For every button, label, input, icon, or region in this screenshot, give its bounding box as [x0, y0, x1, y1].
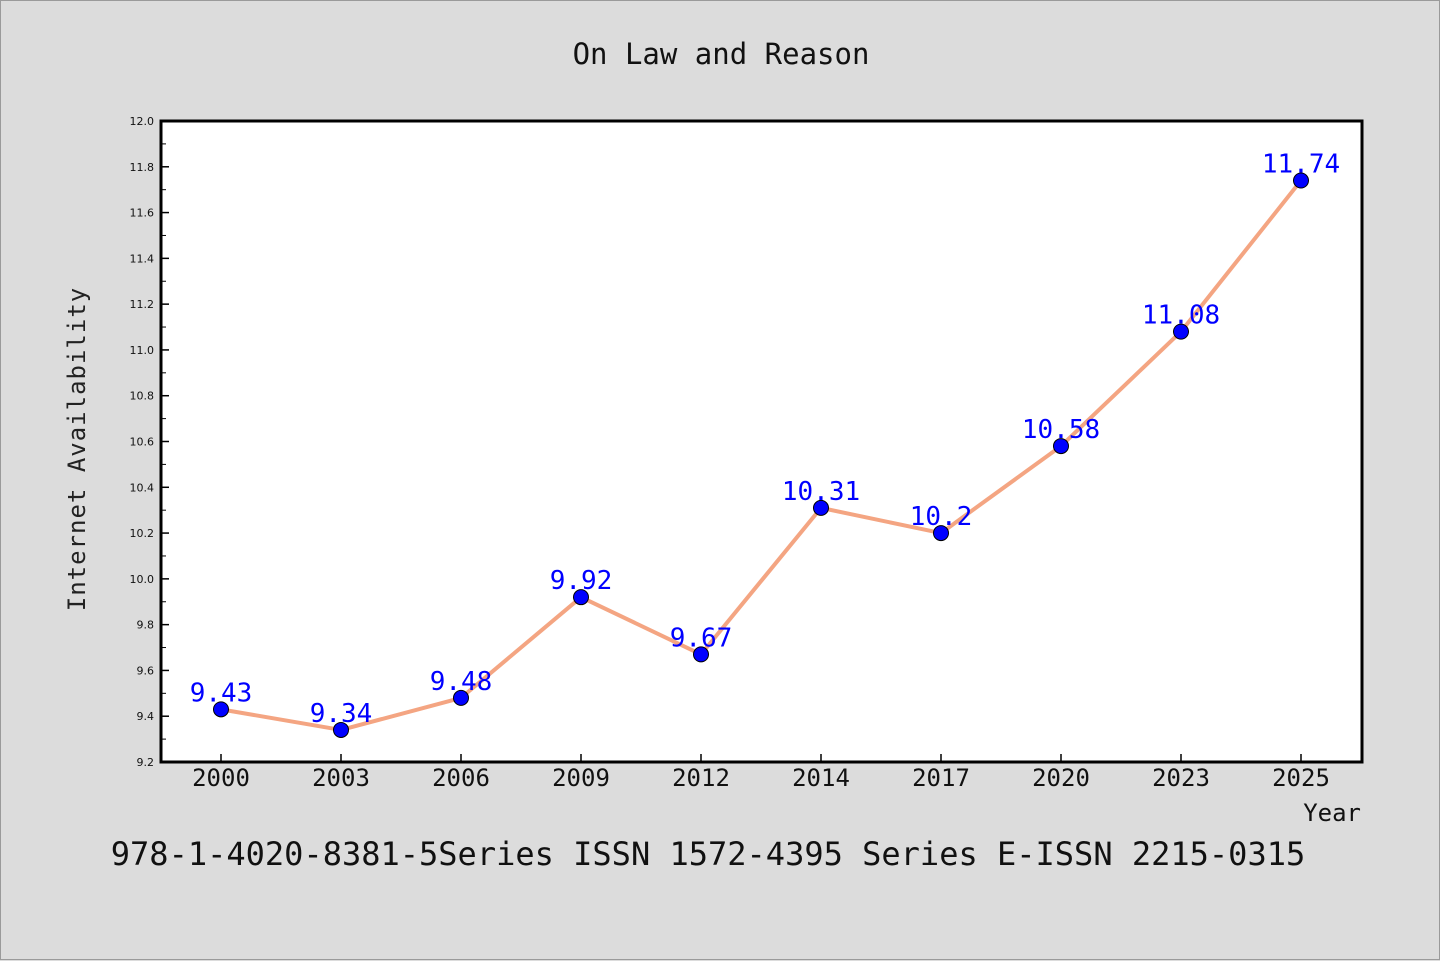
data-point: [813, 499, 829, 516]
y-tick-label: 9.4: [137, 710, 155, 723]
data-label: 11.74: [1262, 150, 1340, 180]
y-tick-label: 10.6: [130, 436, 155, 449]
y-tick-label: 9.6: [137, 664, 155, 677]
x-tick-label: 2009: [552, 764, 610, 792]
x-tick-label: 2003: [312, 764, 370, 792]
x-tick-label: 2020: [1032, 764, 1090, 792]
y-tick-label: 10.2: [130, 527, 155, 540]
data-label: 10.31: [782, 477, 860, 507]
data-label: 10.58: [1022, 415, 1100, 445]
y-tick-label: 11.0: [130, 344, 155, 357]
y-tick-label: 9.8: [137, 619, 155, 632]
x-tick-label: 2025: [1272, 764, 1330, 792]
y-tick-label: 11.6: [130, 207, 155, 220]
y-axis-label: Internet Availability: [63, 287, 91, 611]
data-point: [213, 701, 229, 718]
y-axis: 9.2 9.4 9.6 9.8 10.0 10.2 10.4 10.6 10.8 11.0 11.2…: [130, 115, 169, 769]
x-tick-label: 2000: [192, 764, 250, 792]
y-tick-label: 11.4: [130, 252, 155, 265]
x-tick-label: 2006: [432, 764, 490, 792]
y-tick-label: 11.8: [130, 161, 155, 174]
data-label: 9.48: [430, 667, 493, 697]
data-point: [453, 689, 469, 706]
chart-title: On Law and Reason: [573, 37, 870, 71]
data-label: 9.34: [310, 699, 373, 729]
y-tick-label: 10.4: [130, 481, 155, 494]
x-axis: 2000 2003 2006 2009 2012 2014 2017 2020 2023 2025: [192, 754, 1330, 792]
x-tick-label: 2012: [672, 764, 730, 792]
data-point: [1173, 323, 1189, 340]
data-point: [573, 589, 589, 606]
plot-area: [159, 119, 1364, 764]
y-tick-label: 11.2: [130, 298, 155, 311]
footer-text: 978-1-4020-8381-5Series ISSN 1572-4395 S…: [111, 835, 1305, 873]
data-label: 10.2: [910, 502, 973, 532]
x-tick-label: 2017: [912, 764, 970, 792]
y-tick-label: 10.0: [130, 573, 155, 586]
series-line: [220, 179, 1303, 732]
y-tick-label: 10.8: [130, 390, 155, 403]
data-point: [1053, 438, 1069, 455]
data-label: 9.43: [190, 678, 253, 708]
x-tick-label: 2014: [792, 764, 850, 792]
series-line-group: 9.43 9.34 9.48 9.92 9.67 10.31 10.2 10.58 11.08 1…: [190, 150, 1340, 738]
data-point: [693, 646, 709, 663]
x-axis-label: Year: [1303, 799, 1361, 827]
data-label: 9.92: [550, 566, 613, 596]
data-label: 11.08: [1142, 301, 1220, 331]
x-tick-label: 2023: [1152, 764, 1210, 792]
data-label: 9.67: [670, 623, 733, 653]
data-point: [933, 525, 949, 542]
y-tick-label: 9.2: [137, 756, 155, 769]
y-tick-label: 12.0: [130, 115, 155, 128]
data-point: [1293, 172, 1309, 189]
data-point: [333, 721, 349, 738]
